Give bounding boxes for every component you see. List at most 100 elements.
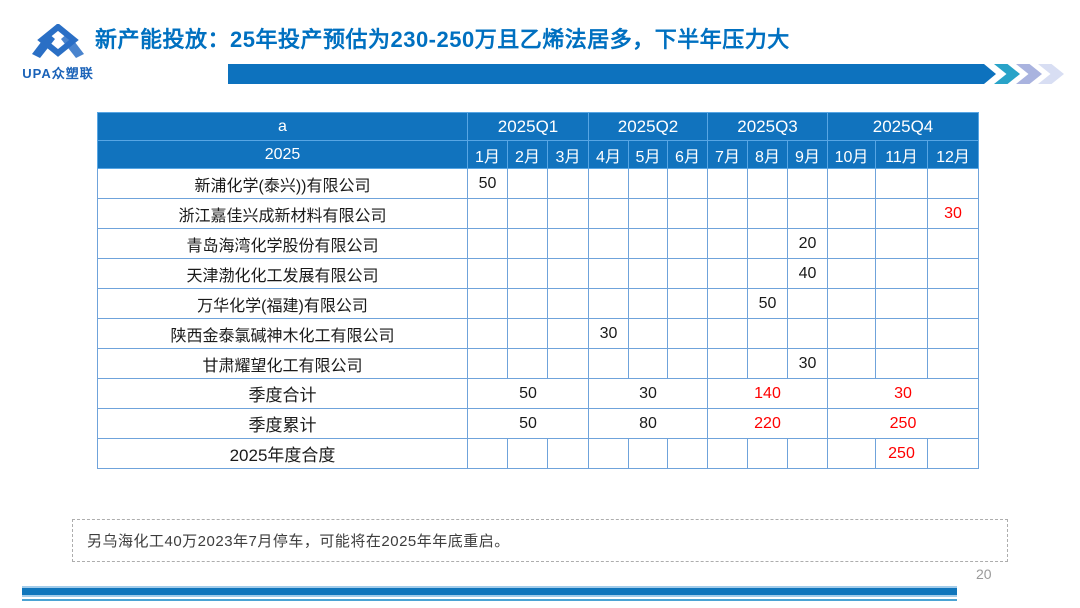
- value-cell: [787, 318, 828, 349]
- page-title: 新产能投放：25年投产预估为230-250万且乙烯法居多，下半年压力大: [95, 27, 790, 52]
- value-cell: [707, 438, 748, 469]
- value-cell: [707, 198, 748, 229]
- chevron-right-icon: [1016, 64, 1042, 84]
- quarter-header-cell: 2025Q3: [707, 112, 828, 141]
- value-cell: [707, 318, 748, 349]
- value-cell: [507, 438, 548, 469]
- annual-label-cell: 2025年度合度: [97, 438, 468, 469]
- table-row: 新浦化学(泰兴))有限公司 50: [97, 168, 979, 199]
- value-cell: [547, 288, 589, 319]
- footnote-box: 另乌海化工40万2023年7月停车，可能将在2025年年底重启。: [72, 519, 1008, 562]
- quarter-value-cell: 30: [588, 378, 708, 409]
- value-cell: [747, 168, 788, 199]
- table-header: a 2025Q1 2025Q2 2025Q3 2025Q4 2025 1月 2月 3月 4月 5月 6…: [97, 112, 979, 169]
- quarter-value-cell: 140: [707, 378, 828, 409]
- value-cell: [787, 168, 828, 199]
- value-cell: [667, 288, 708, 319]
- value-cell: [667, 228, 708, 259]
- value-cell: [747, 258, 788, 289]
- table-row: 浙江嘉佳兴成新材料有限公司 30: [97, 198, 979, 229]
- month-header-cell: 7月: [707, 140, 748, 169]
- value-cell: [707, 288, 748, 319]
- value-cell: [628, 438, 668, 469]
- month-header-cell: 11月: [875, 140, 928, 169]
- value-cell: [927, 168, 979, 199]
- value-cell: 30: [927, 198, 979, 229]
- value-cell: [707, 258, 748, 289]
- value-cell: [667, 258, 708, 289]
- value-cell: [827, 258, 876, 289]
- value-cell: 30: [588, 318, 629, 349]
- quarter-value-cell: 50: [467, 378, 589, 409]
- month-header-cell: 3月: [547, 140, 589, 169]
- value-cell: [667, 348, 708, 379]
- company-name-cell: 浙江嘉佳兴成新材料有限公司: [97, 198, 468, 229]
- value-cell: [628, 258, 668, 289]
- summary-row: 季度累计 50 80 220 250: [97, 408, 979, 439]
- value-cell: [547, 198, 589, 229]
- value-cell: [588, 438, 629, 469]
- company-name-cell: 万华化学(福建)有限公司: [97, 288, 468, 319]
- value-cell: [827, 198, 876, 229]
- value-cell: [628, 288, 668, 319]
- value-cell: [547, 258, 589, 289]
- summary-label-cell: 季度累计: [97, 408, 468, 439]
- value-cell: [927, 348, 979, 379]
- value-cell: [507, 318, 548, 349]
- brand-name: UPA众塑联: [22, 66, 94, 81]
- value-cell: [628, 348, 668, 379]
- value-cell: [927, 438, 979, 469]
- quarter-header-cell: 2025Q1: [467, 112, 589, 141]
- quarter-header-cell: 2025Q2: [588, 112, 708, 141]
- value-cell: [628, 228, 668, 259]
- value-cell: [588, 198, 629, 229]
- table-row: 万华化学(福建)有限公司 50: [97, 288, 979, 319]
- value-cell: [827, 168, 876, 199]
- value-cell: [787, 438, 828, 469]
- value-cell: [667, 168, 708, 199]
- company-name-cell: 甘肃耀望化工有限公司: [97, 348, 468, 379]
- value-cell: [747, 438, 788, 469]
- title-underline-bar: [228, 64, 996, 84]
- table-row: 天津渤化化工发展有限公司 40: [97, 258, 979, 289]
- company-name-cell: 青岛海湾化学股份有限公司: [97, 228, 468, 259]
- value-cell: [588, 168, 629, 199]
- corner-cell-bottom: 2025: [97, 140, 468, 169]
- header-row-months: 2025 1月 2月 3月 4月 5月 6月 7月 8月 9月 10月 11月 12月: [97, 140, 979, 169]
- value-cell: 50: [747, 288, 788, 319]
- month-header-cell: 5月: [628, 140, 668, 169]
- month-header-cell: 1月: [467, 140, 508, 169]
- value-cell: [827, 288, 876, 319]
- value-cell: [467, 198, 508, 229]
- summary-row: 季度合计 50 30 140 30: [97, 378, 979, 409]
- quarter-value-cell: 80: [588, 408, 708, 439]
- corner-cell-top: a: [97, 112, 468, 141]
- chevron-right-icon: [1038, 64, 1064, 84]
- value-cell: 250: [875, 438, 928, 469]
- company-name-cell: 天津渤化化工发展有限公司: [97, 258, 468, 289]
- value-cell: [667, 438, 708, 469]
- value-cell: [588, 348, 629, 379]
- value-cell: [875, 318, 928, 349]
- month-header-cell: 9月: [787, 140, 828, 169]
- value-cell: [827, 438, 876, 469]
- value-cell: [667, 198, 708, 229]
- footnote-text: 另乌海化工40万2023年7月停车，可能将在2025年年底重启。: [87, 533, 510, 550]
- brand-logo-icon: [32, 24, 84, 58]
- quarter-value-cell: 250: [827, 408, 979, 439]
- page-number: 20: [976, 566, 992, 582]
- value-cell: [787, 288, 828, 319]
- company-name-cell: 陕西金泰氯碱神木化工有限公司: [97, 318, 468, 349]
- value-cell: [707, 228, 748, 259]
- footer-divider-bar: [22, 586, 957, 601]
- value-cell: [827, 318, 876, 349]
- value-cell: [467, 318, 508, 349]
- month-header-cell: 12月: [927, 140, 979, 169]
- value-cell: [628, 198, 668, 229]
- value-cell: [547, 228, 589, 259]
- chevron-right-icon: [994, 64, 1020, 84]
- value-cell: [467, 288, 508, 319]
- value-cell: [547, 318, 589, 349]
- value-cell: [667, 318, 708, 349]
